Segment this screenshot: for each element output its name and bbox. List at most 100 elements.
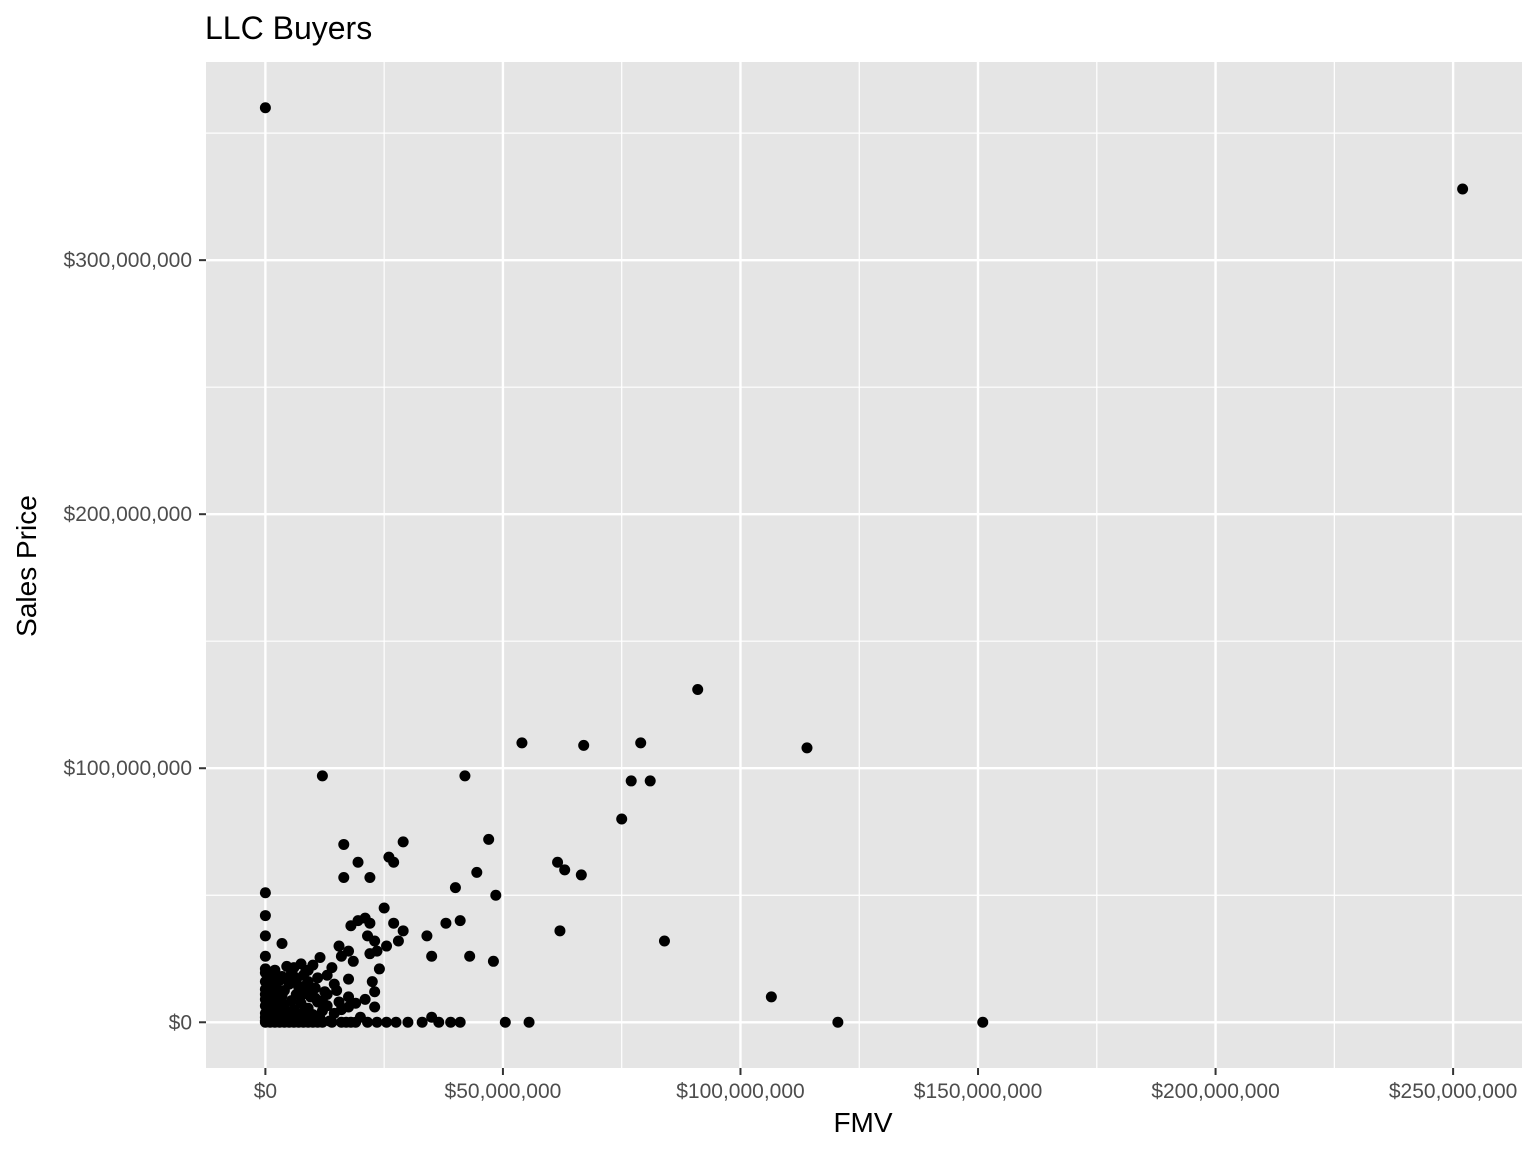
data-point [464,950,476,962]
data-point [343,991,355,1003]
x-tick-label: $150,000,000 [914,1080,1042,1103]
data-point [352,856,364,868]
data-point [559,864,571,876]
data-point [371,1016,383,1028]
data-point [487,955,499,967]
data-point [326,1016,338,1028]
data-point [388,917,400,929]
x-tick-label: $100,000,000 [676,1080,804,1103]
data-point [433,1016,445,1028]
data-point [316,770,328,782]
data-point [338,838,350,850]
data-point [402,1016,414,1028]
data-point [345,920,357,932]
data-point [658,935,670,947]
data-point [692,683,704,695]
data-point [364,917,376,929]
data-point [335,950,347,962]
data-point [575,869,587,881]
data-point [364,948,376,960]
data-point [378,902,390,914]
y-axis-title: Sales Price [11,495,42,637]
data-point [288,962,300,974]
x-tick-label: $250,000,000 [1389,1080,1517,1103]
data-point [269,964,281,976]
data-point [392,935,404,947]
data-point [276,938,288,950]
data-point [331,985,343,997]
data-point [499,1016,511,1028]
data-point [459,770,471,782]
data-point [369,935,381,947]
data-point [281,972,293,984]
data-point [259,887,271,899]
data-point [364,871,376,883]
data-point [644,775,656,787]
data-point [316,1016,328,1028]
data-point [454,915,466,927]
data-point [259,102,271,114]
data-point [335,1004,347,1016]
data-points [259,102,1469,1028]
data-point [523,1016,535,1028]
chart-title: LLC Buyers [205,10,372,46]
data-point [350,1016,362,1028]
data-point [369,1001,381,1013]
data-point [801,742,813,754]
major-gridlines [206,62,1522,1068]
data-point [295,990,307,1002]
data-point [321,969,333,981]
plot-panel [206,62,1522,1068]
data-point [343,973,355,985]
data-point [616,813,628,825]
data-point [381,1016,393,1028]
data-point [440,917,452,929]
data-point [350,997,362,1009]
minor-gridlines [206,62,1522,1068]
y-tick-label: $200,000,000 [64,503,192,526]
data-point [312,972,324,984]
data-point [445,1016,457,1028]
data-point [426,950,438,962]
data-point [259,910,271,922]
data-point [321,988,333,1000]
y-axis: $0 $100,000,000 $200,000,000 $300,000,000 [64,249,206,1034]
data-point [454,1016,466,1028]
data-point [359,993,371,1005]
data-point [338,871,350,883]
data-point [362,1016,374,1028]
x-tick-label: $50,000,000 [445,1080,562,1103]
x-axis: $0 $50,000,000 $100,000,000 $150,000,000 $20… [254,1068,1517,1103]
data-point [471,866,483,878]
data-point [490,889,502,901]
data-point [554,925,566,937]
x-tick-label: $0 [254,1080,277,1103]
data-point [314,951,326,963]
data-point [483,833,495,845]
data-point [369,986,381,998]
data-point [259,967,271,979]
data-point [516,737,528,749]
data-point [832,1016,844,1028]
data-point [259,950,271,962]
data-point [271,983,283,995]
data-point [333,940,345,952]
data-point [388,856,400,868]
data-point [397,925,409,937]
data-point [302,964,314,976]
data-point [366,976,378,988]
x-axis-title: FMV [833,1107,892,1138]
data-point [390,1016,402,1028]
x-tick-label: $200,000,000 [1151,1080,1279,1103]
y-tick-label: $100,000,000 [64,757,192,780]
data-point [421,930,433,942]
data-point [259,988,271,1000]
data-point [347,955,359,967]
data-point [416,1016,428,1028]
data-point [977,1016,989,1028]
data-point [552,856,564,868]
data-point [635,737,647,749]
data-point [449,882,461,894]
data-point [765,991,777,1003]
